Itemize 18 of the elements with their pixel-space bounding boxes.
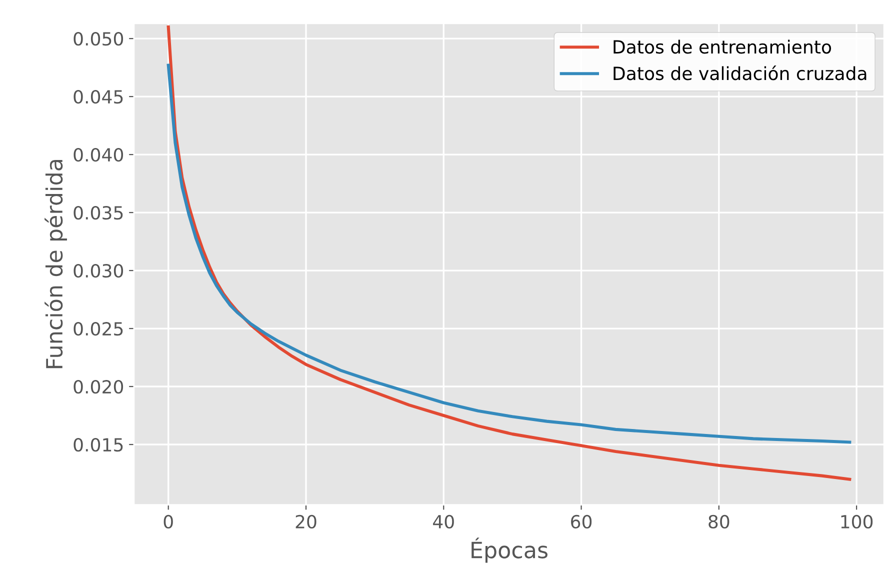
x-tick-label: 20 [296,514,316,529]
y-tick-label: 0.050 [74,32,124,46]
y-tick-label: 0.025 [74,322,123,336]
y-tick-label: 0.040 [74,148,124,162]
x-tick-label: 60 [571,514,592,529]
legend-label: Datos de entrenamiento [614,40,832,54]
x-tick-label: 0 [164,514,173,529]
x-tick-label: 40 [433,514,454,529]
y-tick-label: 0.030 [74,264,124,278]
y-tick-label: 0.035 [74,206,123,220]
y-tick-label: 0.015 [74,438,123,452]
x-axis-title: Épocas [472,538,548,563]
x-tick-label: 80 [708,514,730,529]
y-tick-label: 0.045 [74,90,123,104]
y-tick-label: 0.020 [74,380,124,394]
legend-label: Datos de validación cruzada [614,66,866,80]
x-tick-label: 100 [841,514,873,529]
y-axis-title: Función de pérdida [44,160,67,368]
